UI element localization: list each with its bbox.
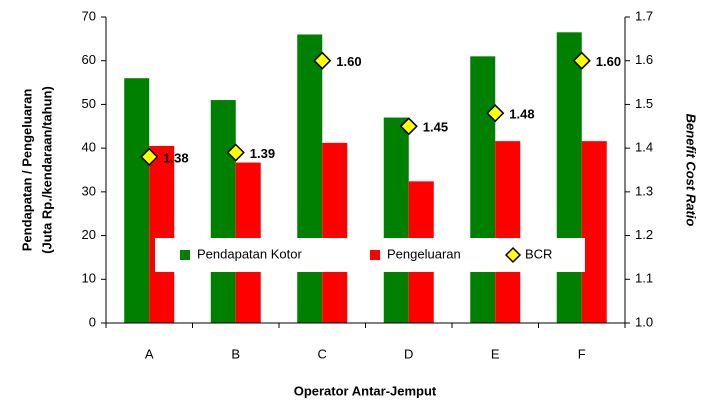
y-tick-label: 50 (82, 96, 96, 111)
bar (581, 141, 607, 323)
bar (124, 78, 150, 323)
bcr-marker (572, 51, 591, 70)
bar (495, 141, 521, 323)
data-label: 1.60 (336, 54, 361, 69)
legend-swatch (370, 250, 380, 260)
x-tick-label: C (318, 346, 327, 361)
y-tick-label: 70 (82, 8, 96, 23)
x-axis-title: Operator Antar-Jemput (294, 383, 437, 398)
legend-swatch (504, 246, 522, 264)
bcr-marker (140, 147, 159, 166)
bar (383, 117, 409, 324)
y-axis-title: (Juta Rp./kendaraan/tahun) (39, 86, 54, 254)
y-tick-label: 20 (82, 227, 96, 242)
y2-tick-label: 1.5 (635, 96, 653, 111)
data-label: 1.38 (163, 150, 188, 165)
bar (297, 34, 323, 323)
bcr-marker (226, 143, 245, 162)
y2-tick-label: 1.3 (635, 183, 653, 198)
data-label: 1.60 (596, 54, 621, 69)
y-tick-label: 30 (82, 183, 96, 198)
x-tick-label: B (231, 346, 240, 361)
bcr-marker (313, 51, 332, 70)
bcr-marker (399, 117, 418, 136)
y-tick-label: 60 (82, 52, 96, 67)
x-tick-label: D (404, 346, 413, 361)
bar (149, 145, 175, 323)
y2-tick-label: 1.7 (635, 8, 653, 23)
legend-swatch (180, 250, 190, 260)
y2-tick-label: 1.2 (635, 227, 653, 242)
x-tick-label: E (491, 346, 500, 361)
legend-label: BCR (525, 246, 552, 261)
legend-label: Pendapatan Kotor (197, 246, 302, 261)
data-label: 1.39 (250, 146, 275, 161)
y2-tick-label: 1.4 (635, 140, 653, 155)
bar (470, 56, 496, 323)
bar (210, 100, 236, 323)
y2-tick-label: 1.6 (635, 52, 653, 67)
y2-axis-title: Benefit Cost Ratio (684, 114, 699, 227)
legend-label: Pengeluaran (387, 246, 461, 261)
data-label: 1.45 (423, 120, 448, 135)
bar (556, 32, 582, 324)
bcr-marker (486, 104, 505, 123)
y-tick-label: 40 (82, 140, 96, 155)
y-tick-label: 10 (82, 271, 96, 286)
data-label: 1.48 (509, 107, 534, 122)
y2-tick-label: 1.0 (635, 314, 653, 329)
x-tick-label: F (578, 346, 586, 361)
bar (322, 142, 348, 323)
y-tick-label: 0 (89, 314, 96, 329)
y-axis-title: Pendapatan / Pengeluaran (19, 89, 34, 252)
x-tick-label: A (145, 346, 154, 361)
y2-tick-label: 1.1 (635, 271, 653, 286)
